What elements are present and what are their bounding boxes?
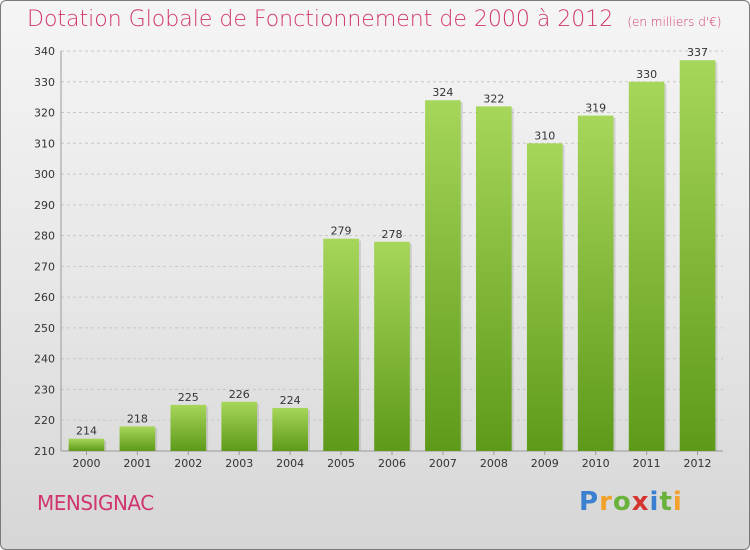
- bar: [68, 438, 105, 451]
- data-label: 319: [585, 102, 606, 115]
- bar: [170, 404, 207, 451]
- bar: [323, 238, 359, 451]
- x-tick-label: 2001: [123, 457, 151, 470]
- bar: [119, 426, 156, 451]
- y-tick-label: 290: [34, 199, 55, 212]
- bar: [374, 241, 410, 451]
- data-label: 324: [432, 86, 453, 99]
- logo-letter: i: [649, 487, 660, 517]
- logo-letter: r: [599, 487, 613, 517]
- bar: [425, 100, 461, 451]
- y-tick-label: 240: [34, 353, 55, 366]
- logo-letter: t: [659, 487, 673, 517]
- y-tick-label: 220: [34, 414, 55, 427]
- x-tick-label: 2005: [327, 457, 355, 470]
- logo-letter: P: [579, 487, 600, 517]
- x-tick-label: 2009: [531, 457, 559, 470]
- bar: [272, 407, 308, 451]
- chart-title-text: Dotation Globale de Fonctionnement de 20…: [27, 7, 614, 32]
- data-label: 337: [687, 46, 708, 59]
- bar: [221, 401, 258, 451]
- logo-letter: x: [631, 487, 650, 517]
- data-label: 330: [636, 68, 657, 81]
- data-label: 226: [229, 388, 250, 401]
- x-tick-label: 2004: [276, 457, 304, 470]
- x-tick-label: 2012: [684, 457, 712, 470]
- commune-name: MENSIGNAC: [37, 491, 154, 515]
- bar: [476, 106, 512, 451]
- y-tick-label: 310: [34, 137, 55, 150]
- data-label: 279: [331, 225, 352, 238]
- x-tick-label: 2011: [633, 457, 661, 470]
- logo-letter: o: [612, 487, 632, 517]
- y-tick-label: 320: [34, 107, 55, 120]
- chart-title: Dotation Globale de Fonctionnement de 20…: [27, 7, 721, 32]
- y-tick-label: 300: [34, 168, 55, 181]
- data-label: 278: [382, 228, 403, 241]
- y-tick-label: 250: [34, 322, 55, 335]
- data-label: 310: [534, 129, 555, 142]
- x-tick-label: 2002: [174, 457, 202, 470]
- bar: [679, 60, 716, 451]
- data-label: 224: [280, 394, 301, 407]
- x-tick-label: 2000: [72, 457, 100, 470]
- x-tick-label: 2003: [225, 457, 253, 470]
- x-tick-label: 2007: [429, 457, 457, 470]
- x-tick-label: 2008: [480, 457, 508, 470]
- chart-unit-note: (en milliers d'€): [627, 15, 722, 29]
- y-tick-label: 230: [34, 383, 55, 396]
- y-tick-label: 260: [34, 291, 55, 304]
- data-label: 214: [76, 425, 97, 438]
- bar: [628, 81, 665, 452]
- x-tick-label: 2006: [378, 457, 406, 470]
- data-label: 218: [127, 412, 148, 425]
- proxiti-logo: Proxiti: [579, 487, 683, 517]
- y-tick-label: 280: [34, 230, 55, 243]
- data-label: 322: [483, 92, 504, 105]
- logo-letter: i: [672, 487, 683, 517]
- y-tick-label: 330: [34, 76, 55, 89]
- y-tick-label: 210: [34, 445, 55, 458]
- y-tick-label: 340: [34, 45, 55, 58]
- bar: [577, 115, 614, 451]
- x-tick-label: 2010: [582, 457, 610, 470]
- bar: [526, 143, 563, 452]
- data-label: 225: [178, 391, 199, 404]
- y-tick-label: 270: [34, 260, 55, 273]
